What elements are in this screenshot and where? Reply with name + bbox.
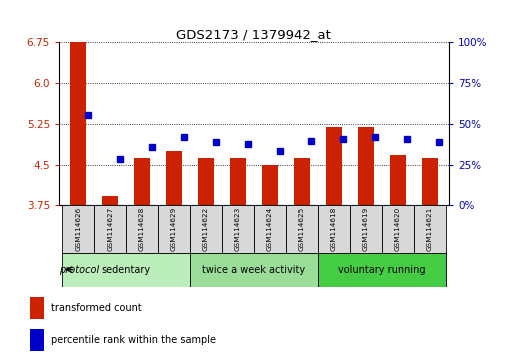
Bar: [230, 158, 246, 205]
Bar: [358, 127, 374, 205]
Text: sedentary: sedentary: [102, 265, 151, 275]
Bar: [318, 205, 350, 252]
Text: GSM114618: GSM114618: [331, 207, 337, 251]
Bar: [70, 42, 86, 205]
Text: voluntary running: voluntary running: [338, 265, 425, 275]
Bar: [350, 205, 382, 252]
Bar: [294, 158, 310, 205]
Text: GSM114624: GSM114624: [267, 207, 273, 251]
Text: transformed count: transformed count: [51, 303, 142, 313]
Bar: [318, 252, 446, 287]
Bar: [126, 205, 158, 252]
Bar: [382, 205, 413, 252]
Bar: [413, 205, 446, 252]
Bar: [286, 205, 318, 252]
Bar: [62, 252, 190, 287]
Bar: [190, 252, 318, 287]
Bar: [158, 205, 190, 252]
Text: GSM114629: GSM114629: [171, 207, 177, 251]
Bar: [262, 165, 278, 205]
Text: GSM114626: GSM114626: [75, 207, 81, 251]
Bar: [102, 196, 118, 205]
Text: GSM114620: GSM114620: [394, 207, 401, 251]
Text: GSM114619: GSM114619: [363, 207, 369, 251]
Title: GDS2173 / 1379942_at: GDS2173 / 1379942_at: [176, 28, 331, 41]
Bar: [390, 155, 406, 205]
Bar: [94, 205, 126, 252]
Bar: [134, 158, 150, 205]
Text: GSM114623: GSM114623: [235, 207, 241, 251]
Bar: [222, 205, 254, 252]
Text: GSM114628: GSM114628: [139, 207, 145, 251]
Bar: [30, 329, 44, 351]
Text: GSM114625: GSM114625: [299, 207, 305, 251]
Text: twice a week activity: twice a week activity: [202, 265, 306, 275]
Bar: [166, 151, 182, 205]
Text: protocol: protocol: [60, 265, 100, 275]
Text: percentile rank within the sample: percentile rank within the sample: [51, 335, 216, 345]
Bar: [62, 205, 94, 252]
Text: GSM114621: GSM114621: [427, 207, 432, 251]
Bar: [254, 205, 286, 252]
Bar: [190, 205, 222, 252]
Text: GSM114622: GSM114622: [203, 207, 209, 251]
Text: GSM114627: GSM114627: [107, 207, 113, 251]
Bar: [30, 297, 44, 319]
Bar: [326, 127, 342, 205]
Bar: [422, 158, 438, 205]
Bar: [198, 158, 214, 205]
